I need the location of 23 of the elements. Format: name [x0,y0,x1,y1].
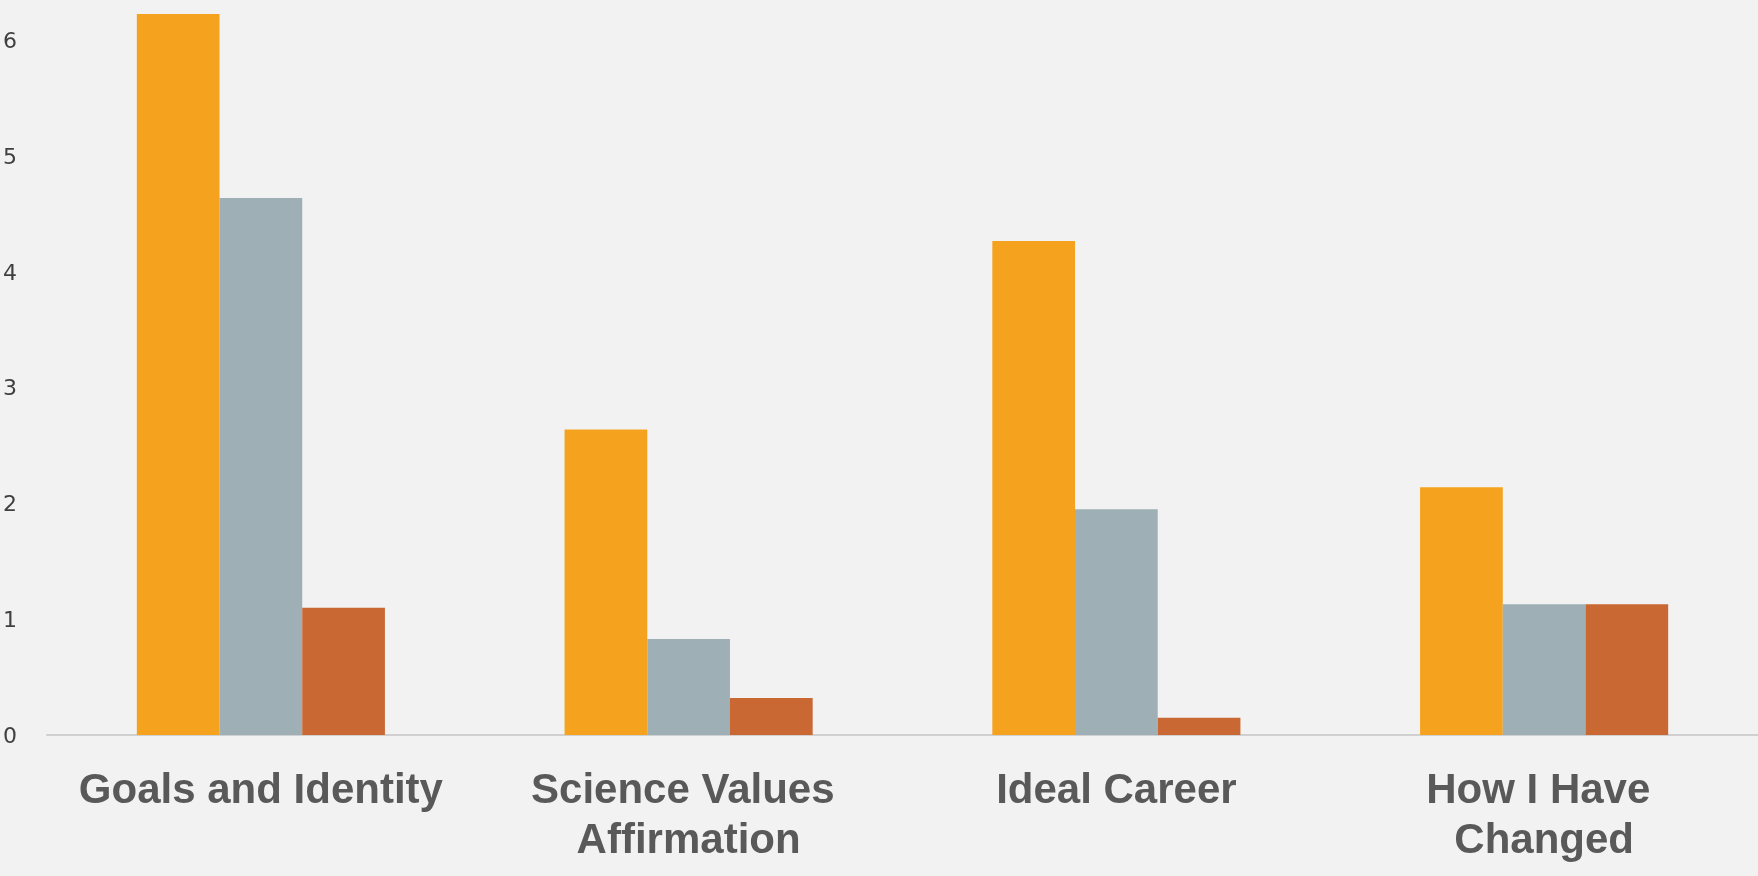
bar [564,429,648,735]
bar [219,198,303,735]
bar [1420,487,1503,735]
y-tick-label: 3 [3,375,17,401]
y-tick-label: 6 [3,28,17,54]
y-tick-label: 4 [3,259,17,285]
bar [1075,509,1158,735]
x-tick-label: Science Values Affirmation [531,764,847,862]
y-tick-label: 0 [3,722,17,748]
bar [1585,604,1669,735]
bar [647,638,730,735]
bar [136,14,220,735]
bar [302,607,385,735]
x-tick-label: Goals and Identity [78,764,444,812]
bar [1502,604,1586,735]
y-tick-label: 5 [3,143,17,169]
bar [729,697,813,735]
x-tick-label: Ideal Career [996,764,1237,812]
x-tick-label: How I Have Changed [1426,764,1662,862]
bar [1157,717,1241,735]
bar [992,240,1076,735]
y-tick-label: 1 [3,606,17,632]
y-tick-label: 2 [3,491,17,517]
